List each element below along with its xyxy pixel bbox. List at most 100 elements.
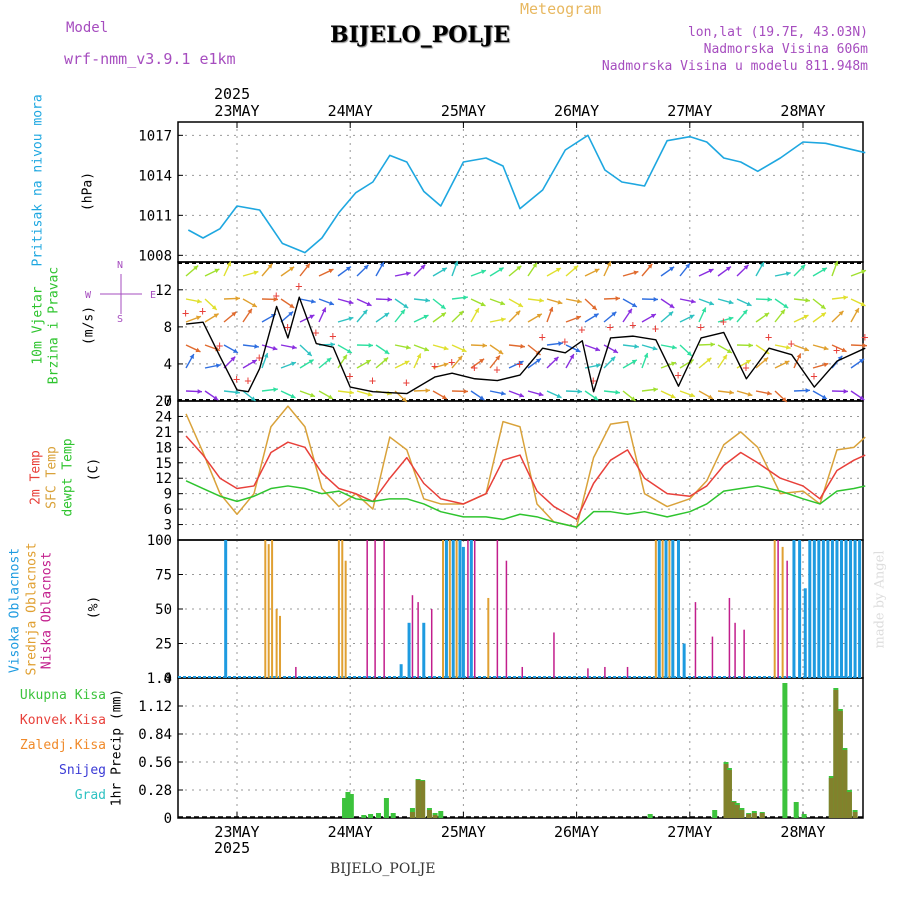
wind-arrowhead <box>416 353 422 359</box>
temp2m-line <box>185 435 866 521</box>
wind-gust-marker: + <box>788 337 795 351</box>
total-precip-bar <box>438 811 444 818</box>
wind-arrowhead <box>195 347 201 353</box>
wind-arrowhead <box>748 342 753 348</box>
wind-arrowhead <box>196 315 201 321</box>
mid-cloud-bar <box>654 540 657 678</box>
wind-arrowhead <box>474 308 479 314</box>
wind-gust-marker: + <box>256 350 263 364</box>
wind-arrowhead <box>232 348 238 353</box>
wind-arrowhead <box>669 266 675 272</box>
high-cloud-bar <box>803 588 807 678</box>
clouds-ytick-label: 25 <box>155 637 172 653</box>
wind-arrowhead <box>653 387 658 392</box>
wind-arrowhead <box>384 312 390 318</box>
wind-arrowhead <box>820 304 826 309</box>
wind-arrowhead <box>348 299 354 305</box>
station-title: BIJELO_POLJE <box>330 22 511 48</box>
wind-arrowhead <box>387 297 392 302</box>
wind-arrowhead <box>520 343 525 349</box>
compass-east: E <box>150 290 156 301</box>
wind-arrowhead <box>780 309 785 315</box>
day-label-top: 23MAY <box>214 102 259 120</box>
total-precip-bar <box>801 814 807 818</box>
wind-arrowhead <box>226 261 232 267</box>
low-cloud-bar <box>295 666 297 678</box>
temperature-ytick-label: 3 <box>164 518 172 534</box>
wind-arrowhead <box>306 351 312 356</box>
legend-hail: Grad <box>74 788 106 803</box>
high-cloud-bar <box>853 540 857 678</box>
temperature-ytick-label: 18 <box>155 440 172 456</box>
wind-arrowhead <box>593 313 599 318</box>
low-cloud-bar <box>553 632 555 678</box>
day-label-top: 26MAY <box>554 102 599 120</box>
wind-arrowhead <box>289 266 295 272</box>
wind-arrowhead <box>479 395 485 400</box>
low-cloud-bar <box>473 540 476 678</box>
precipitation-ytick-label: 0.56 <box>138 755 172 771</box>
wind-arrowhead <box>729 390 734 395</box>
wind-arrowhead <box>400 309 405 315</box>
wind-gust-marker: + <box>765 330 772 344</box>
wind-arrowhead <box>764 312 770 318</box>
wind-arrowhead <box>532 262 537 268</box>
wind-arrowhead <box>627 308 632 314</box>
wind-gust-marker: + <box>244 374 251 388</box>
precipitation-ytick-label: 1.4 <box>147 671 172 687</box>
mid-cloud-bar <box>448 540 451 678</box>
wind-arrowhead <box>365 360 371 365</box>
wind-arrowhead <box>555 268 561 273</box>
wind-arrowhead <box>539 298 544 303</box>
wind-arrowhead <box>573 265 579 271</box>
wind-arrowhead <box>310 298 316 304</box>
wind-ytick-label: 12 <box>155 283 172 299</box>
conv-precip-bar <box>751 813 757 818</box>
wind-arrowhead <box>213 395 219 401</box>
wind-arrowhead <box>290 393 296 399</box>
wind-arrowhead <box>861 269 866 275</box>
low-cloud-bar <box>604 666 606 678</box>
wind-arrowhead <box>367 391 373 397</box>
wind-arrowhead <box>420 264 426 270</box>
high-cloud-bar <box>458 540 462 678</box>
wind-ytick-label: 0 <box>164 394 172 410</box>
wind-arrowhead <box>326 357 332 363</box>
wind-arrowhead <box>498 349 504 355</box>
wind-gust-marker: + <box>329 329 336 343</box>
wind-arrowhead <box>854 308 859 314</box>
wind-gust-marker: + <box>607 320 614 334</box>
mid-cloud-bar <box>267 544 270 678</box>
low-cloud-bar <box>521 666 524 678</box>
total-precip-bar <box>342 798 348 818</box>
wind-arrowhead <box>843 295 848 300</box>
low-cloud-bar <box>587 668 589 678</box>
wind-arrowhead <box>461 347 467 353</box>
wind-arrowhead <box>327 394 333 399</box>
wind-arrowhead <box>823 345 829 351</box>
wind-arrowhead <box>591 305 597 310</box>
high-cloud-bar <box>844 540 848 678</box>
total-precip-bar <box>647 814 653 818</box>
wind-arrowhead <box>519 392 524 398</box>
wind-arrowhead <box>690 392 696 398</box>
wind-arrowhead <box>425 297 430 303</box>
wind-arrowhead <box>193 265 199 271</box>
wind-arrowhead <box>345 266 351 272</box>
day-label-top: 25MAY <box>441 102 486 120</box>
wind-arrowhead <box>425 388 430 393</box>
high-cloud-bar <box>817 540 821 678</box>
wind-arrowhead <box>742 309 748 315</box>
wind-arrowhead <box>796 353 802 359</box>
conv-precip-bar <box>723 764 729 818</box>
low-cloud-bar <box>786 560 788 678</box>
wind-arrowhead <box>706 357 712 363</box>
wind-arrowhead <box>558 341 563 346</box>
mid-cloud-bar <box>275 609 278 678</box>
wind-arrowhead <box>482 343 487 348</box>
wind-arrowhead <box>404 360 410 366</box>
wind-arrowhead <box>709 300 714 306</box>
temperature-ytick-label: 9 <box>164 487 172 503</box>
conv-precip-bar <box>846 792 852 818</box>
wind-arrowhead <box>611 311 617 317</box>
